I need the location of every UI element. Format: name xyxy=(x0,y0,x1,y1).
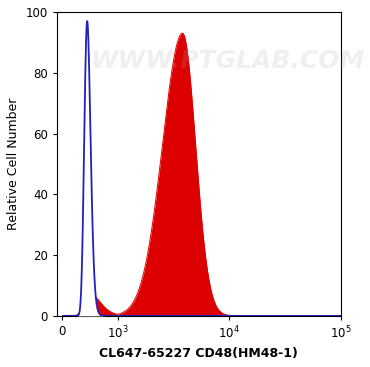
Text: WWW.PTGLAB.COM: WWW.PTGLAB.COM xyxy=(90,48,364,73)
X-axis label: CL647-65227 CD48(HM48-1): CL647-65227 CD48(HM48-1) xyxy=(99,347,298,360)
Y-axis label: Relative Cell Number: Relative Cell Number xyxy=(7,98,20,230)
